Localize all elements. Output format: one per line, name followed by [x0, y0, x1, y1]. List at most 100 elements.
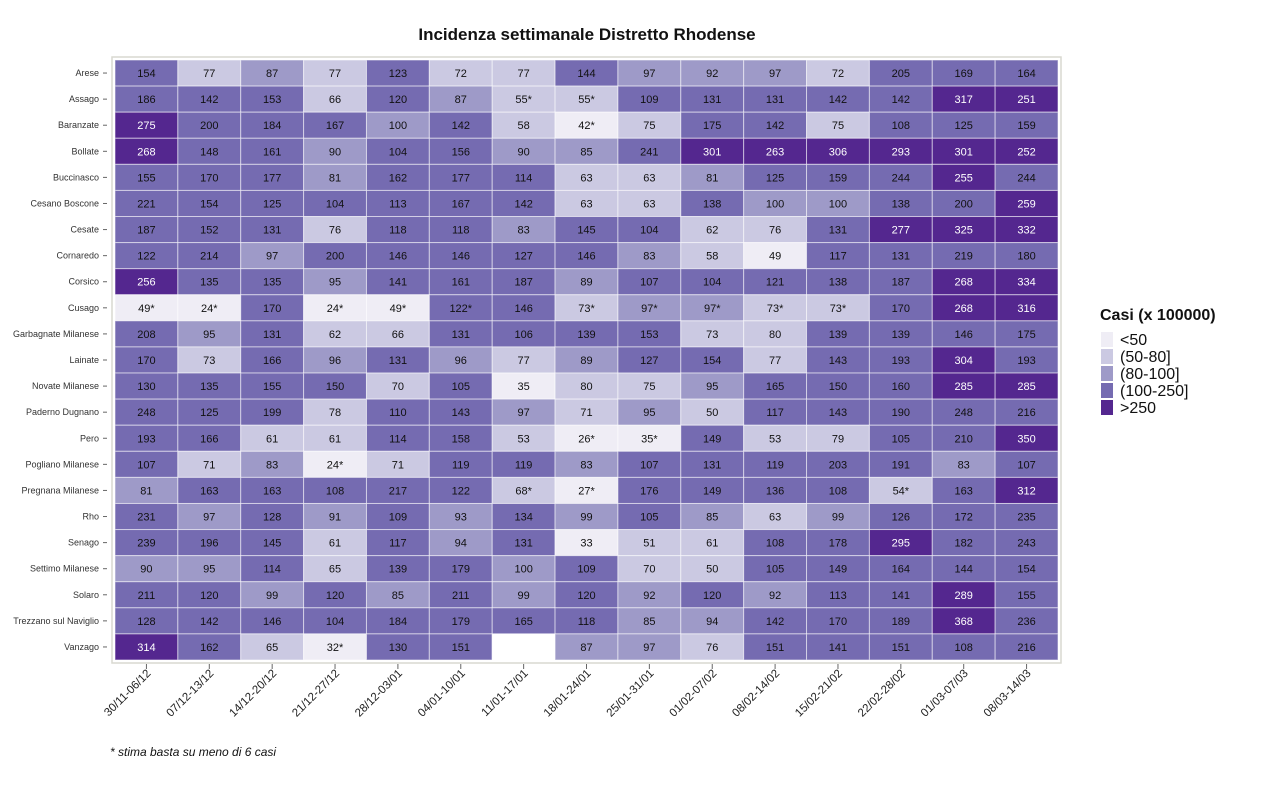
- cell-value: 100: [766, 198, 784, 210]
- cell-value: 200: [200, 120, 218, 132]
- heatmap-cell: [868, 163, 933, 191]
- heatmap-cell: [806, 242, 870, 270]
- cell-value: 35*: [641, 433, 658, 445]
- cell-value: 114: [389, 433, 407, 445]
- heatmap-cell: [554, 85, 619, 113]
- heatmap-cell: [365, 502, 430, 531]
- heatmap-cell: [994, 424, 1059, 452]
- cell-value: 187: [514, 277, 532, 289]
- cell-value: 42*: [578, 120, 595, 132]
- heatmap-cell: [868, 372, 933, 400]
- cell-value: 214: [200, 251, 218, 263]
- legend-title: Casi (x 100000): [1100, 307, 1216, 324]
- heatmap-cell: [994, 398, 1059, 426]
- cell-value: 142: [766, 616, 784, 628]
- heatmap-cell: [240, 502, 305, 531]
- cell-value: 108: [766, 538, 784, 550]
- heatmap-cell: [868, 320, 933, 348]
- heatmap-cell: [491, 502, 556, 531]
- heatmap-cell: [365, 137, 430, 165]
- heatmap-cell: [303, 581, 367, 609]
- heatmap-cell: [680, 372, 745, 400]
- cell-value: 26*: [578, 433, 595, 445]
- heatmap-cell: [617, 346, 682, 374]
- heatmap-cell: [868, 529, 933, 557]
- cell-value: 109: [389, 512, 407, 524]
- cell-value: 53: [769, 433, 781, 445]
- cell-value: 182: [955, 538, 973, 550]
- heatmap-cell: [617, 216, 682, 244]
- heatmap-cell: [931, 346, 996, 374]
- cell-value: 108: [955, 642, 973, 654]
- heatmap-cell: [931, 476, 996, 504]
- cell-value: 149: [703, 433, 721, 445]
- cell-value: 159: [829, 172, 847, 184]
- cell-value: 125: [200, 407, 218, 419]
- footnote: * stima basta su meno di 6 casi: [110, 745, 276, 759]
- cell-value: 24*: [327, 459, 344, 471]
- cell-value: 118: [578, 616, 596, 628]
- heatmap-cell: [931, 450, 996, 478]
- cell-value: 55*: [515, 94, 532, 106]
- cell-value: 164: [892, 564, 910, 576]
- heatmap-cell: [491, 424, 556, 452]
- cell-value: 255: [955, 172, 973, 184]
- cell-value: 65: [329, 564, 341, 576]
- cell-value: 104: [640, 225, 658, 237]
- cell-value: 268: [955, 277, 973, 289]
- cell-value: 76: [706, 642, 718, 654]
- cell-value: 85: [706, 512, 718, 524]
- heatmap-cell: [994, 476, 1059, 504]
- cell-value: 216: [1017, 642, 1035, 654]
- cell-value: 83: [518, 225, 530, 237]
- cell-value: 191: [892, 459, 910, 471]
- cell-value: 141: [389, 277, 407, 289]
- heatmap-cell: [240, 346, 305, 374]
- heatmap-cell: [868, 607, 933, 635]
- cell-value: 216: [1017, 407, 1035, 419]
- cell-value: 113: [829, 590, 847, 602]
- cell-value: 77: [518, 68, 530, 80]
- heatmap-cell: [365, 424, 430, 452]
- cell-value: 131: [703, 459, 721, 471]
- cell-value: 306: [829, 146, 847, 158]
- heatmap-cell: [994, 346, 1059, 374]
- cell-value: 24*: [327, 303, 344, 315]
- cell-value: 131: [892, 251, 910, 263]
- cell-value: 117: [766, 407, 784, 419]
- column-label: 11/01-17/01: [479, 668, 530, 719]
- cell-value: 138: [703, 198, 721, 210]
- cell-value: 189: [892, 616, 910, 628]
- heatmap-cell: [806, 555, 870, 583]
- heatmap-cell: [365, 189, 430, 218]
- heatmap-cell: [240, 398, 305, 426]
- heatmap-cell: [806, 216, 870, 244]
- cell-value: 170: [200, 172, 218, 184]
- cell-value: 118: [452, 225, 470, 237]
- cell-value: 316: [1017, 303, 1035, 315]
- heatmap-cell: [491, 529, 556, 557]
- column-label: 01/03-07/03: [919, 668, 971, 720]
- cell-value: 143: [829, 407, 847, 419]
- heatmap-cell: [428, 189, 493, 218]
- heatmap-cell: [617, 111, 682, 139]
- heatmap-cell: [114, 85, 179, 113]
- heatmap-cell: [743, 476, 808, 504]
- cell-value: 301: [703, 146, 721, 158]
- cell-value: 97: [769, 68, 781, 80]
- cell-value: 187: [137, 225, 155, 237]
- heatmap-cell: [994, 555, 1059, 583]
- cell-value: 95: [329, 277, 341, 289]
- cell-value: 32*: [327, 642, 344, 654]
- cell-value: 148: [200, 146, 218, 158]
- cell-value: 142: [200, 616, 218, 628]
- cell-value: 285: [955, 381, 973, 393]
- cell-value: 122: [452, 485, 470, 497]
- cell-value: 100: [514, 564, 532, 576]
- heatmap-cell: [177, 555, 242, 583]
- heatmap-cell: [177, 581, 242, 609]
- cell-value: 63: [769, 512, 781, 524]
- column-label: 07/12-13/12: [165, 668, 217, 720]
- cell-value: 35: [518, 381, 530, 393]
- cell-value: 81: [706, 172, 718, 184]
